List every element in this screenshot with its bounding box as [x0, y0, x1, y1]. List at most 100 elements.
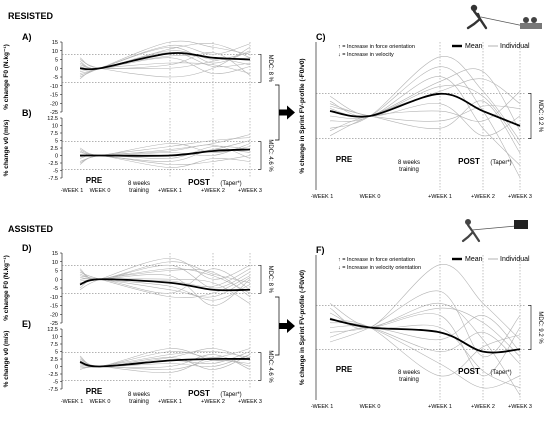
y-tick-label: 0 [55, 66, 58, 72]
mdc-label: MDC: 4.6 % [267, 139, 273, 172]
phase-training-label-2: training [129, 188, 149, 194]
x-tick-label: +WEEK 1 [158, 188, 182, 194]
individual-line [79, 261, 251, 284]
phase-post-label: POST [188, 178, 210, 187]
connector-resisted [275, 84, 295, 141]
y-tick-label: 0 [55, 277, 58, 283]
individual-line [329, 307, 521, 357]
x-tick-label: -WEEK 1 [61, 188, 84, 194]
panel-a: A) % change F0 (N.kg⁻¹) 15 10 5 0 -5 -10 -15 -20 -… [3, 32, 273, 116]
individual-line [329, 319, 521, 377]
individual-line [79, 143, 251, 157]
legend-mean-label: Mean [465, 256, 483, 263]
y-tick-label: -15 [50, 304, 58, 310]
y-tick-label: 12.5 [47, 116, 58, 122]
x-tick-label: +WEEK 1 [428, 404, 452, 410]
mean-line [79, 278, 251, 292]
y-tick-label: -7.5 [49, 387, 58, 393]
x-tick-label: +WEEK 1 [158, 399, 182, 405]
individual-line [79, 46, 251, 74]
x-tick-label: WEEK 0 [360, 194, 381, 200]
individual-line [79, 274, 251, 306]
mean-line [329, 92, 521, 127]
y-tick-label: -25 [50, 321, 58, 327]
phase-taper-label: (Taper*) [220, 392, 241, 398]
individual-line [79, 354, 251, 370]
mdc-label: MDC: 8 % [267, 55, 273, 83]
y-tick-label: 10 [52, 335, 58, 341]
y-axis-label: % change v0 (m/s) [3, 331, 10, 388]
individual-line [329, 66, 521, 178]
legend-arrow-down: ↓ = Increase in velocity orientation [338, 265, 421, 271]
section-label-resisted: RESISTED [8, 11, 54, 21]
mean-line [79, 52, 251, 71]
legend-mean-label: Mean [465, 43, 483, 50]
y-tick-label: 15 [52, 40, 58, 46]
individual-line [329, 100, 521, 154]
individual-line [79, 40, 251, 78]
y-tick-label: 5 [55, 350, 58, 356]
phase-taper-label: (Taper*) [490, 160, 511, 166]
phase-pre-label: PRE [336, 155, 353, 164]
panel-label-c: C) [316, 32, 326, 42]
panel-c: C) % change in Sprint FV-profile (-F0/v0)… [299, 32, 543, 200]
phase-pre-label: PRE [86, 387, 103, 396]
x-tick-label: +WEEK 3 [508, 404, 532, 410]
phase-taper-label: (Taper*) [490, 370, 511, 376]
y-tick-label: -5 [53, 286, 58, 292]
mdc-bracket [528, 93, 532, 139]
y-axis-label: % change F0 (N.kg⁻¹) [3, 44, 10, 110]
mean-line [80, 148, 251, 157]
y-axis-label: % change in Sprint FV-profile (-F0/v0) [299, 270, 306, 385]
phase-post-label: POST [188, 389, 210, 398]
x-tick-label: +WEEK 2 [471, 194, 495, 200]
x-tick-label: -WEEK 1 [311, 404, 334, 410]
y-tick-label: -2.5 [49, 161, 58, 167]
y-tick-label: 15 [52, 251, 58, 257]
mdc-bracket [528, 304, 532, 351]
y-tick-label: 7.5 [50, 342, 58, 348]
phase-training-label-2: training [129, 399, 149, 405]
individual-line [79, 46, 251, 78]
legend-arrow-up: ↑ = Increase in force orientation [338, 257, 415, 263]
panel-label-d: D) [22, 243, 32, 253]
y-axis-label: % change in Sprint FV-profile (-F0/v0) [299, 58, 306, 173]
mdc-label: MDC: 9.2 % [537, 311, 543, 344]
mean-line [329, 318, 521, 354]
individual-line [329, 313, 521, 377]
mdc-label: MDC: 9.2 % [537, 100, 543, 133]
y-tick-label: 0 [55, 365, 58, 371]
individual-line [329, 322, 521, 389]
y-tick-label: -20 [50, 312, 58, 318]
individual-line [79, 277, 251, 298]
individual-line [79, 43, 251, 69]
individual-line [79, 348, 251, 368]
y-tick-label: 2.5 [50, 146, 58, 152]
x-tick-label: +WEEK 3 [508, 194, 532, 200]
panel-label-f: F) [316, 245, 325, 255]
mean-line [79, 357, 251, 368]
y-tick-label: -10 [50, 84, 58, 90]
panel-d: D) % change F0 (N.kg⁻¹) 15 10 5 0 -5 -10 -15 -20 -… [3, 243, 273, 327]
y-tick-label: 2.5 [50, 357, 58, 363]
connector-bracket [275, 296, 280, 356]
phase-training-label-1: 8 weeks [128, 181, 150, 187]
mdc-bracket [258, 264, 262, 294]
y-tick-label: -25 [50, 110, 58, 116]
x-tick-label: +WEEK 1 [428, 194, 452, 200]
connector-arrow [279, 105, 295, 120]
connector-assisted [275, 296, 295, 356]
x-tick-label: WEEK 0 [90, 399, 111, 405]
y-tick-label: -5 [53, 380, 58, 386]
legend-arrow-down: ↓ = Increase in velocity [338, 52, 394, 58]
x-tick-label: WEEK 0 [90, 188, 111, 194]
y-tick-label: 5 [55, 58, 58, 64]
section-label-assisted: ASSISTED [8, 224, 54, 234]
individual-line [79, 257, 251, 291]
panel-label-a: A) [22, 32, 32, 42]
phase-post-label: POST [458, 367, 480, 376]
individual-line [329, 303, 521, 396]
individual-line [329, 325, 521, 364]
individual-line [79, 144, 251, 164]
